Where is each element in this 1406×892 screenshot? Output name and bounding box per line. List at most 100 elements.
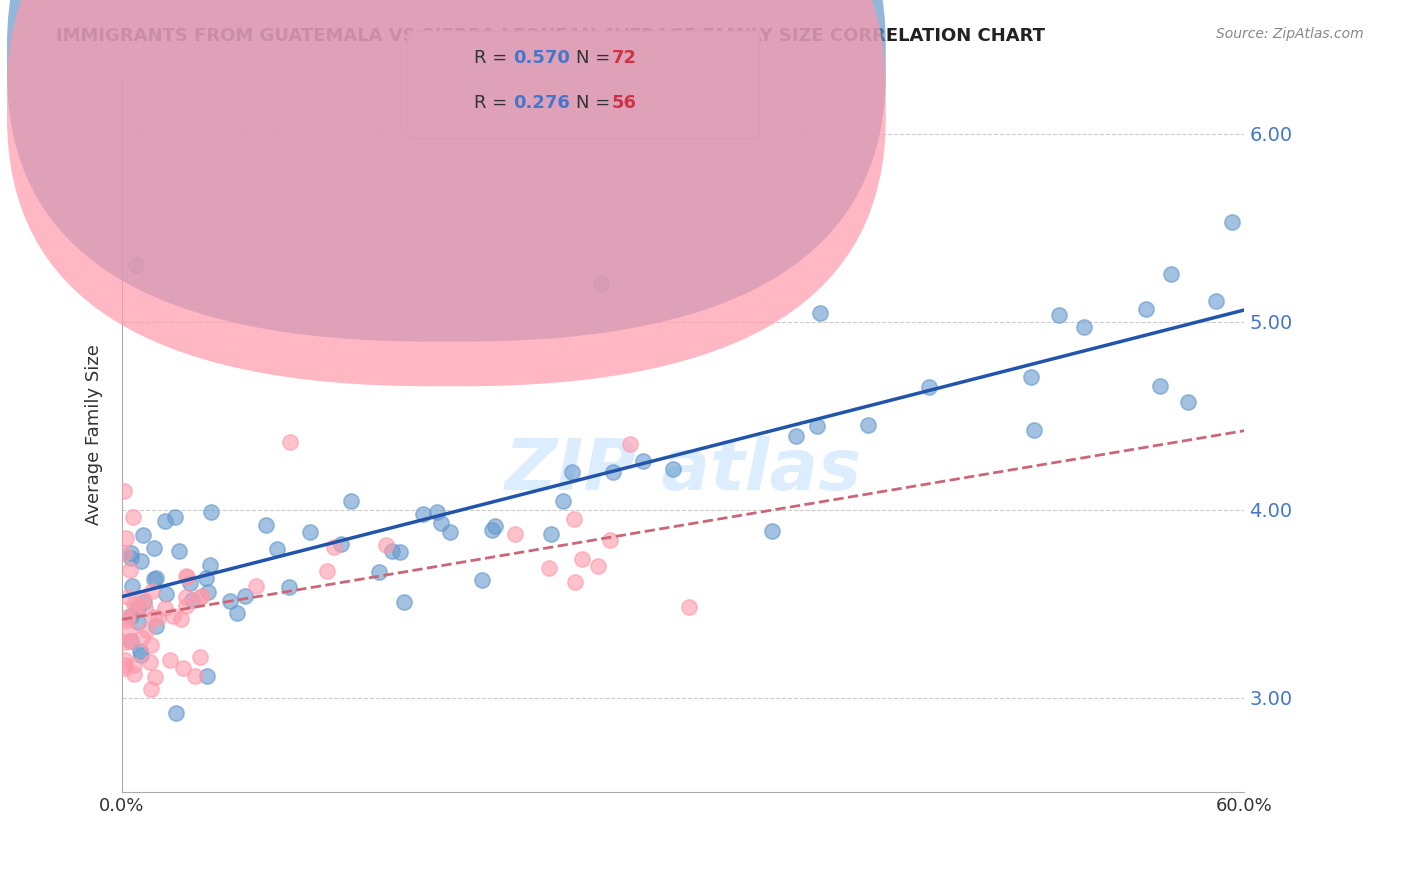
Sierra Leoneans [153,601,176,615]
Sierra Leoneans [564,574,586,589]
Immigrants from Guatemala [551,493,574,508]
Sierra Leoneans [503,527,526,541]
Sierra Leoneans [374,538,396,552]
Immigrants from Guatemala [165,706,187,721]
Immigrants from Guatemala [179,575,201,590]
Immigrants from Guatemala [155,587,177,601]
Immigrants from Guatemala [163,510,186,524]
Sierra Leoneans [136,624,159,638]
Immigrants from Guatemala [197,585,219,599]
Sierra Leoneans [141,584,163,599]
Sierra Leoneans [562,512,585,526]
Y-axis label: Average Family Size: Average Family Size [86,344,103,525]
Sierra Leoneans [115,531,138,545]
Text: 0.570: 0.570 [513,49,569,67]
Sierra Leoneans [619,437,641,451]
Immigrants from Guatemala [389,545,412,559]
Immigrants from Guatemala [918,380,941,394]
Sierra Leoneans [191,589,214,603]
Immigrants from Guatemala [120,633,142,648]
Immigrants from Guatemala [127,615,149,630]
Sierra Leoneans [131,631,153,645]
Sierra Leoneans [183,669,205,683]
Sierra Leoneans [122,658,145,673]
Immigrants from Guatemala [233,590,256,604]
Sierra Leoneans [571,551,593,566]
Immigrants from Guatemala [195,571,218,585]
Immigrants from Guatemala [134,594,156,608]
Immigrants from Guatemala [128,644,150,658]
Sierra Leoneans [132,591,155,606]
Sierra Leoneans [316,564,339,578]
Immigrants from Guatemala [481,524,503,538]
Immigrants from Guatemala [392,595,415,609]
Immigrants from Guatemala [120,546,142,560]
Text: R =: R = [474,94,513,112]
Sierra Leoneans [112,546,135,560]
Immigrants from Guatemala [120,550,142,565]
Sierra Leoneans [122,597,145,611]
Immigrants from Guatemala [153,514,176,528]
Immigrants from Guatemala [426,505,449,519]
Immigrants from Guatemala [785,429,807,443]
Immigrants from Guatemala [381,544,404,558]
Sierra Leoneans [134,601,156,615]
Sierra Leoneans [122,510,145,524]
Sierra Leoneans [120,634,142,648]
Sierra Leoneans [122,667,145,681]
Sierra Leoneans [245,579,267,593]
Immigrants from Guatemala [602,465,624,479]
Immigrants from Guatemala [121,579,143,593]
Immigrants from Guatemala [254,517,277,532]
Immigrants from Guatemala [1160,267,1182,281]
Sierra Leoneans [114,653,136,667]
Immigrants from Guatemala [1021,370,1043,384]
Sierra Leoneans [115,610,138,624]
Sierra Leoneans [170,612,193,626]
Immigrants from Guatemala [278,580,301,594]
Immigrants from Guatemala [129,648,152,663]
Immigrants from Guatemala [471,573,494,587]
Immigrants from Guatemala [340,493,363,508]
Sierra Leoneans [114,661,136,675]
Immigrants from Guatemala [197,668,219,682]
Immigrants from Guatemala [484,519,506,533]
Immigrants from Guatemala [143,572,166,586]
Sierra Leoneans [114,658,136,673]
Immigrants from Guatemala [561,465,583,479]
Immigrants from Guatemala [125,259,148,273]
Immigrants from Guatemala [145,618,167,632]
Sierra Leoneans [118,563,141,577]
Immigrants from Guatemala [132,528,155,542]
Immigrants from Guatemala [120,608,142,623]
Sierra Leoneans [114,634,136,648]
Text: IMMIGRANTS FROM GUATEMALA VS SIERRA LEONEAN AVERAGE FAMILY SIZE CORRELATION CHAR: IMMIGRANTS FROM GUATEMALA VS SIERRA LEON… [56,27,1045,45]
Sierra Leoneans [188,590,211,604]
Sierra Leoneans [537,561,560,575]
Immigrants from Guatemala [367,566,389,580]
Sierra Leoneans [139,655,162,669]
Immigrants from Guatemala [631,454,654,468]
Immigrants from Guatemala [143,541,166,556]
Immigrants from Guatemala [589,277,612,292]
Immigrants from Guatemala [439,525,461,540]
Immigrants from Guatemala [266,542,288,557]
Immigrants from Guatemala [1149,379,1171,393]
Immigrants from Guatemala [198,558,221,572]
Immigrants from Guatemala [430,516,453,531]
Immigrants from Guatemala [127,601,149,615]
Sierra Leoneans [139,638,162,652]
Sierra Leoneans [176,569,198,583]
Text: N =: N = [576,49,616,67]
Immigrants from Guatemala [1135,302,1157,317]
Immigrants from Guatemala [1024,423,1046,437]
Sierra Leoneans [174,599,197,613]
Immigrants from Guatemala [1073,319,1095,334]
Sierra Leoneans [117,590,139,604]
Text: 56: 56 [612,94,637,112]
Immigrants from Guatemala [1220,215,1243,229]
Sierra Leoneans [599,533,621,548]
Sierra Leoneans [174,568,197,582]
Text: N =: N = [576,94,616,112]
Immigrants from Guatemala [145,571,167,585]
